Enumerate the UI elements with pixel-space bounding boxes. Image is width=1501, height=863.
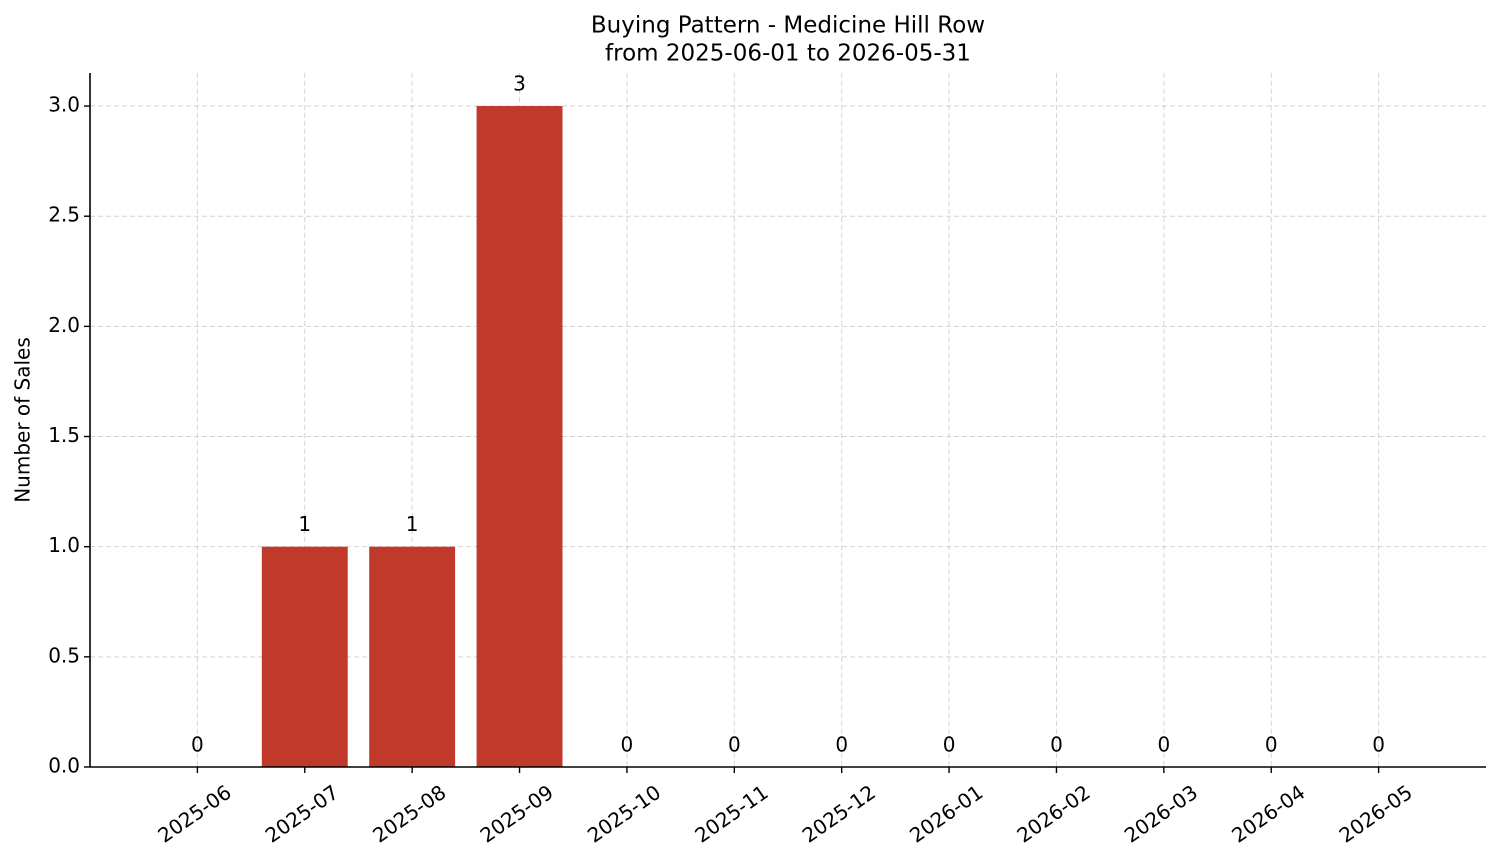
y-tick-label: 2.0 <box>48 313 80 337</box>
value-label: 1 <box>298 512 311 536</box>
value-label: 3 <box>513 72 526 96</box>
y-tick-label: 3.0 <box>48 93 80 117</box>
x-tick-label: 2025-07 <box>261 780 343 848</box>
chart-subtitle: from 2025-06-01 to 2026-05-31 <box>605 41 971 67</box>
x-tick-label: 2026-05 <box>1335 780 1417 848</box>
x-tick-label: 2025-08 <box>368 780 450 848</box>
y-tick-label: 0.5 <box>48 643 80 667</box>
value-label: 0 <box>1265 733 1278 757</box>
value-label: 1 <box>406 512 419 536</box>
x-tick-label: 2026-03 <box>1120 780 1202 848</box>
value-label: 0 <box>1157 733 1170 757</box>
value-label: 0 <box>1372 733 1385 757</box>
x-tick-label: 2025-10 <box>583 780 665 848</box>
value-label: 0 <box>943 733 956 757</box>
x-tick-label: 2025-12 <box>798 780 880 848</box>
value-label: 0 <box>621 733 634 757</box>
x-tick-label: 2025-06 <box>153 780 235 848</box>
y-axis-label: Number of Sales <box>11 337 35 503</box>
y-tick-label: 1.0 <box>48 533 80 557</box>
x-tick-label: 2026-02 <box>1012 780 1094 848</box>
value-label: 0 <box>728 733 741 757</box>
value-label: 0 <box>835 733 848 757</box>
bar <box>261 546 348 767</box>
value-label: 0 <box>1050 733 1063 757</box>
x-tick-label: 2025-09 <box>476 780 558 848</box>
x-tick-label: 2025-11 <box>690 780 772 848</box>
x-tick-label: 2026-04 <box>1227 780 1309 848</box>
bar <box>476 106 563 768</box>
chart-title: Buying Pattern - Medicine Hill Row <box>591 13 985 39</box>
value-label: 0 <box>191 733 204 757</box>
y-tick-label: 0.0 <box>48 754 80 778</box>
x-tick-label: 2026-01 <box>905 780 987 848</box>
y-tick-label: 1.5 <box>48 423 80 447</box>
bar <box>369 546 456 767</box>
y-tick-label: 2.5 <box>48 203 80 227</box>
